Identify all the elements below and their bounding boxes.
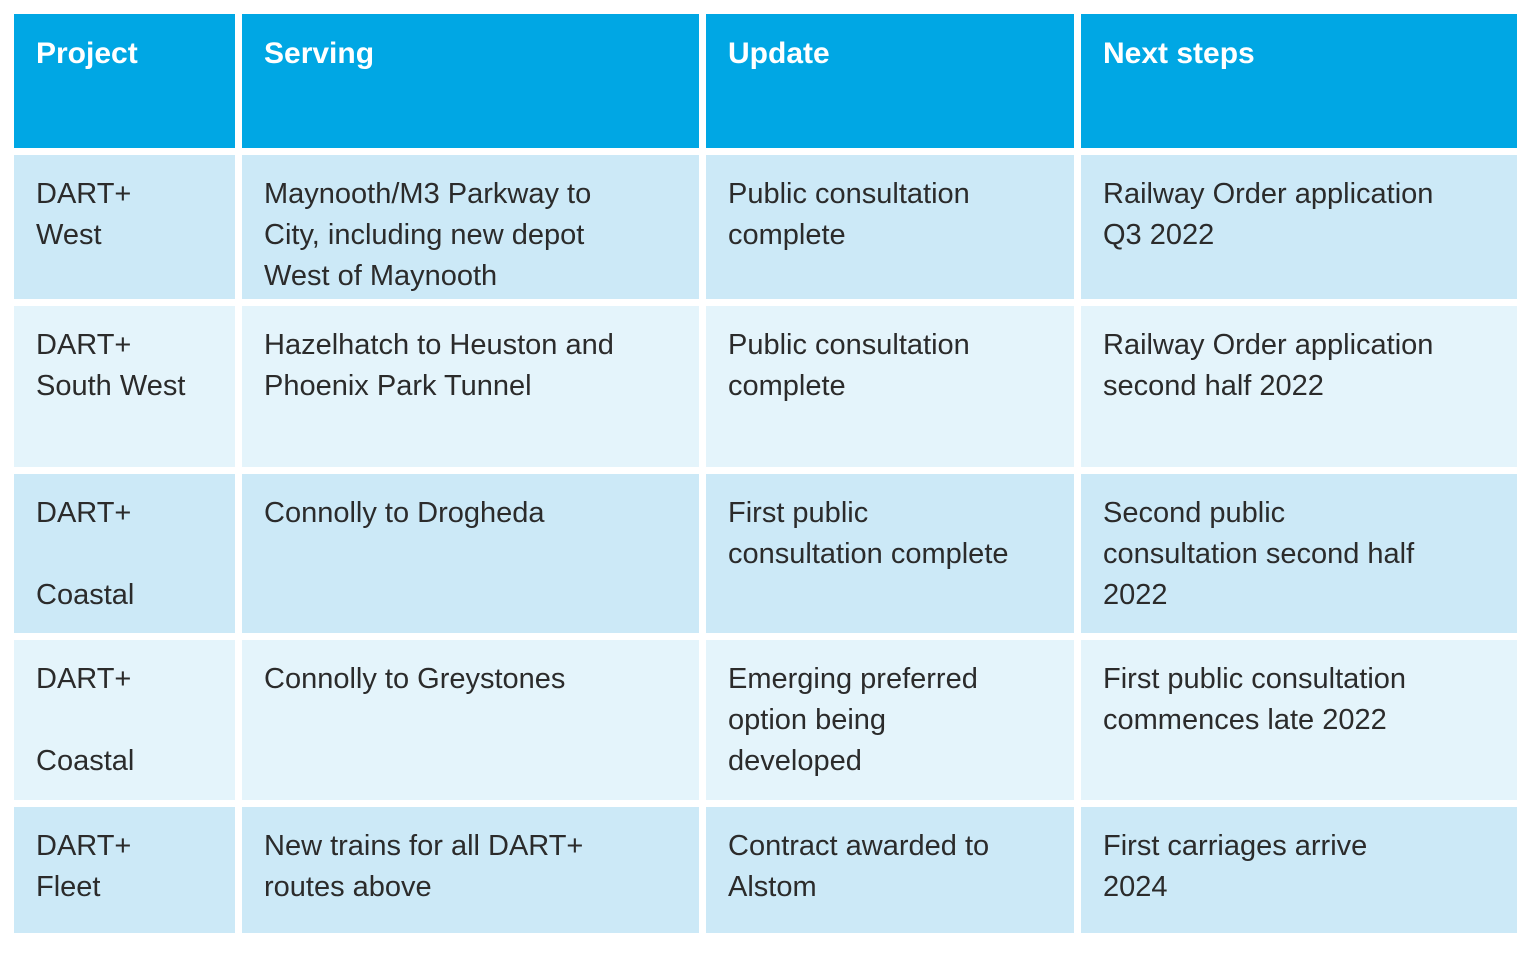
cell-next-steps-dart-south-west: Railway Order application second half 20… [1081, 306, 1517, 467]
column-header-update: Update [706, 14, 1074, 148]
column-header-next-steps: Next steps [1081, 14, 1517, 148]
cell-project-dart-south-west: DART+ South West [14, 306, 235, 467]
cell-serving-dart-fleet: New trains for all DART+ routes above [242, 807, 699, 933]
column-header-serving: Serving [242, 14, 699, 148]
cell-update-dart-coastal-south: Emerging preferred option being develope… [706, 640, 1074, 800]
cell-next-steps-dart-coastal-south: First public consultation commences late… [1081, 640, 1517, 800]
cell-project-dart-coastal-south: DART+ Coastal [14, 640, 235, 800]
cell-update-dart-coastal-north: First public consultation complete [706, 474, 1074, 633]
cell-serving-dart-coastal-south: Connolly to Greystones [242, 640, 699, 800]
cell-update-dart-west: Public consultation complete [706, 155, 1074, 299]
cell-serving-dart-coastal-north: Connolly to Drogheda [242, 474, 699, 633]
cell-serving-dart-south-west: Hazelhatch to Heuston and Phoenix Park T… [242, 306, 699, 467]
cell-next-steps-dart-fleet: First carriages arrive 2024 [1081, 807, 1517, 933]
cell-next-steps-dart-west: Railway Order application Q3 2022 [1081, 155, 1517, 299]
column-header-project: Project [14, 14, 235, 148]
cell-update-dart-fleet: Contract awarded to Alstom [706, 807, 1074, 933]
cell-update-dart-south-west: Public consultation complete [706, 306, 1074, 467]
cell-project-dart-fleet: DART+ Fleet [14, 807, 235, 933]
cell-project-dart-west: DART+ West [14, 155, 235, 299]
dart-plus-status-table: Project Serving Update Next steps DART+ … [14, 14, 1517, 933]
cell-next-steps-dart-coastal-north: Second public consultation second half 2… [1081, 474, 1517, 633]
cell-serving-dart-west: Maynooth/M3 Parkway to City, including n… [242, 155, 699, 299]
cell-project-dart-coastal-north: DART+ Coastal [14, 474, 235, 633]
